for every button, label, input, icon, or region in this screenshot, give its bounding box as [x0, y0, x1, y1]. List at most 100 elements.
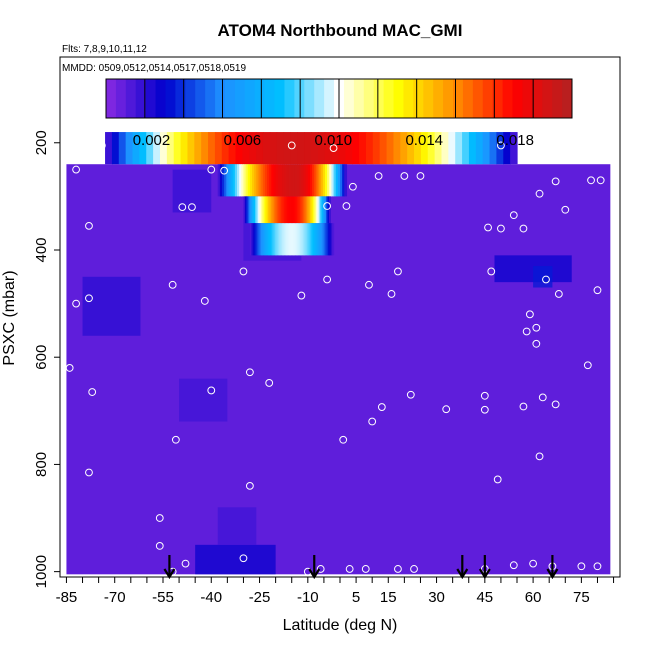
- band-3-cell: [284, 223, 287, 256]
- y-tick-label: 600: [33, 345, 50, 370]
- x-tick-label: -70: [104, 589, 126, 606]
- band-0-cell: [111, 132, 120, 165]
- band-1-cell: [288, 164, 292, 197]
- band-2-cell: [282, 196, 285, 224]
- band-0-cell: [235, 132, 243, 165]
- colorbar-cell: [244, 79, 256, 118]
- colorbar-cell: [224, 79, 236, 118]
- band-2-cell: [312, 196, 316, 224]
- sample-point: [85, 468, 93, 477]
- x-tick-label: 60: [525, 589, 542, 606]
- colorbar-cell: [304, 79, 315, 118]
- band-2-cell: [272, 196, 275, 224]
- band-1-cell: [249, 164, 253, 197]
- band-0-cell: [276, 132, 285, 165]
- sample-point: [542, 275, 550, 284]
- band-1-cell: [219, 164, 223, 197]
- band-2-cell: [307, 196, 310, 224]
- band-1-cell: [301, 164, 305, 197]
- band-3-cell: [301, 223, 304, 256]
- band-2-cell: [299, 196, 302, 224]
- sample-point: [535, 189, 544, 198]
- band-2-cell: [253, 196, 256, 224]
- sample-point: [593, 286, 602, 295]
- colorbar-cell: [512, 79, 523, 118]
- band-3-cell: [294, 223, 297, 256]
- band-3-cell: [276, 223, 279, 256]
- band-3-cell: [309, 223, 312, 256]
- band-0-cell: [441, 132, 449, 165]
- band-2-cell: [310, 196, 313, 224]
- heatmap-patch-4: [172, 169, 212, 213]
- band-1-cell: [234, 164, 238, 197]
- sample-point: [188, 203, 196, 212]
- sample-point: [551, 400, 560, 409]
- x-tick-label: -10: [297, 589, 319, 606]
- band-1-cell: [299, 164, 302, 197]
- sample-point: [387, 290, 396, 298]
- band-0-cell: [311, 132, 319, 165]
- flights-note: Flts: 7,8,9,10,11,12: [62, 44, 147, 55]
- sample-point: [239, 267, 248, 276]
- sample-point: [577, 562, 586, 571]
- sample-point: [377, 403, 386, 411]
- sample-point: [155, 514, 164, 522]
- colorbar-cell: [492, 79, 504, 118]
- band-2-cell: [324, 196, 327, 224]
- colorbar-cell: [195, 79, 206, 118]
- band-2-cell: [321, 196, 324, 224]
- colorbar-cell: [185, 79, 196, 118]
- mmdd-note: MMDD: 0509,0512,0514,0517,0518,0519: [62, 63, 246, 74]
- sample-point: [239, 554, 248, 563]
- band-3-cell: [273, 223, 276, 256]
- band-1-cell: [333, 164, 337, 197]
- band-0-cell: [105, 132, 113, 165]
- band-1-cell: [290, 164, 294, 197]
- band-1-cell: [294, 164, 298, 197]
- band-2-cell: [308, 196, 311, 224]
- band-1-cell: [331, 164, 335, 197]
- band-0-cell: [242, 132, 250, 165]
- sample-point: [365, 280, 373, 289]
- band-0-cell: [386, 132, 395, 165]
- band-3-cell: [295, 223, 298, 256]
- colorbar-cell: [145, 79, 157, 118]
- sample-point: [374, 172, 383, 180]
- sample-point: [316, 565, 325, 573]
- band-3-cell: [268, 223, 271, 256]
- band-0-cell: [462, 132, 470, 165]
- x-tick-label: -25: [249, 589, 271, 606]
- sample-point: [596, 176, 605, 185]
- sample-point: [400, 172, 409, 180]
- band-0-cell: [468, 132, 477, 165]
- band-0-cell: [317, 132, 326, 165]
- sample-point: [509, 211, 518, 220]
- sample-point: [245, 481, 254, 490]
- sample-point: [361, 565, 370, 573]
- band-2-cell: [295, 196, 298, 224]
- sample-point: [245, 368, 254, 377]
- band-3-cell: [312, 223, 315, 256]
- band-3-cell: [329, 223, 332, 256]
- band-3-cell: [261, 223, 264, 256]
- band-0-cell: [118, 132, 127, 165]
- band-3-cell: [290, 223, 293, 256]
- band-3-cell: [256, 223, 259, 256]
- colorbar-cell: [353, 79, 365, 118]
- band-2-cell: [249, 196, 252, 224]
- band-3-cell: [325, 223, 328, 256]
- band-0-cell: [393, 132, 401, 165]
- band-1-cell: [318, 164, 322, 197]
- band-1-cell: [312, 164, 315, 197]
- band-1-cell: [329, 164, 333, 197]
- colorbar-cell: [482, 79, 494, 118]
- band-0-cell: [208, 132, 216, 165]
- band-3-cell: [277, 223, 280, 256]
- y-tick-label: 400: [33, 237, 50, 262]
- sample-point: [97, 141, 106, 150]
- colorbar-cell: [125, 79, 137, 118]
- colorbar-cell: [363, 79, 375, 118]
- colorbar-cell: [254, 79, 266, 118]
- sample-point: [497, 224, 505, 233]
- x-axis-label: Latitude (deg N): [283, 617, 398, 634]
